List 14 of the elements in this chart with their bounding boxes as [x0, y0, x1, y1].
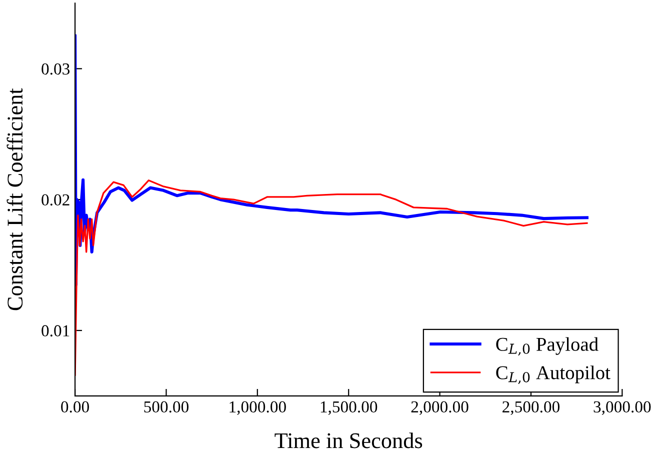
y-axis-title: Constant Lift Coefficient: [6, 88, 23, 310]
x-tick-label: 0.00: [61, 401, 89, 413]
y-tick-label: 0.02: [42, 194, 70, 206]
legend-label: C$_{L,0}$ Payload: [496, 337, 598, 356]
x-tick-label: 3,000.00: [594, 401, 651, 415]
y-tick-label: 0.01: [42, 325, 70, 337]
legend-label: C$_{L,0}$ Autopilot: [496, 366, 610, 384]
y-tick-label: 0.03: [42, 63, 70, 75]
x-tick-label: 2,500.00: [502, 401, 560, 415]
x-tick-label: 1,000.00: [230, 401, 286, 415]
x-tick-label: 2,000.00: [411, 401, 468, 415]
x-tick-label: 1,500.00: [320, 401, 378, 415]
x-tick-label: 500.00: [144, 401, 189, 413]
x-axis-title: Time in Seconds: [274, 432, 422, 448]
